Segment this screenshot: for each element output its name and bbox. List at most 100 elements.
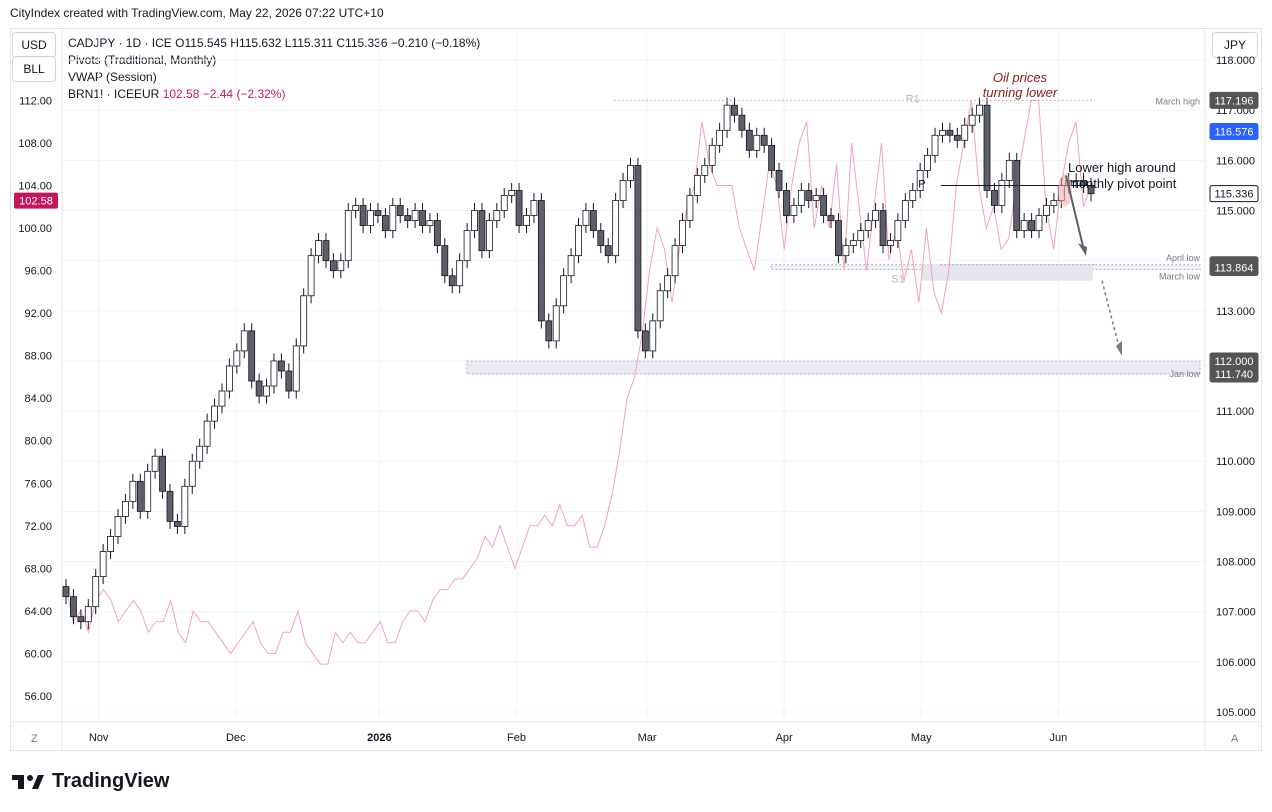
candle-body [188, 460, 196, 487]
candle-body [901, 200, 909, 221]
candle-body [478, 210, 486, 252]
chart-frame [10, 28, 1262, 751]
candle-body [939, 129, 946, 136]
down-arrow-solid [1065, 175, 1085, 251]
candle-body [181, 485, 189, 527]
candle-body [1020, 220, 1028, 231]
candle-body [84, 606, 92, 623]
currency-usd-button[interactable]: USD [12, 32, 56, 58]
bll-scale-button[interactable]: BLL [12, 56, 56, 82]
right-axis-tick: 115.000 [1216, 206, 1255, 218]
candle-body [664, 275, 672, 292]
down-arrow-dashed-head [1116, 340, 1122, 356]
candle-body [701, 164, 709, 176]
candle-body [731, 104, 738, 116]
right-axis-tick: 111.000 [1216, 406, 1254, 418]
candle-body [716, 129, 724, 146]
candle-body [612, 200, 620, 257]
candle-body [367, 210, 374, 226]
candle-body [560, 275, 568, 307]
left-axis-tick: 108.00 [18, 138, 52, 150]
left-axis-tick: 104.00 [18, 180, 52, 192]
currency-jpy-button[interactable]: JPY [1212, 32, 1258, 58]
candle-body [708, 144, 716, 166]
candle-body [842, 245, 850, 257]
left-axis-tick: 68.00 [24, 563, 52, 575]
oil-annotation-line1: Oil prices [993, 70, 1048, 85]
left-axis-tick: 60.00 [24, 648, 52, 660]
candle-body [277, 360, 285, 372]
left-axis-tick: 64.00 [24, 606, 52, 618]
pivot-annotation-line2: monthly pivot point [1068, 176, 1177, 191]
candle-body [924, 154, 931, 171]
candle-body [419, 210, 426, 226]
march-high-label: March high [1155, 96, 1200, 106]
price-badge-text: 112.000 [1215, 356, 1254, 368]
left-axis-tick: 100.00 [18, 223, 52, 235]
candle-body [218, 390, 226, 407]
candle-body [768, 144, 776, 171]
candle-body [790, 205, 798, 216]
candle-body [471, 210, 478, 231]
timezone-toggle[interactable]: Z [31, 733, 38, 745]
time-axis-label: Apr [776, 732, 793, 744]
candle-body [381, 215, 389, 231]
candle-body [240, 330, 248, 352]
candle-body [448, 275, 456, 287]
candle-body [783, 190, 790, 216]
candle-body [337, 260, 345, 272]
candle-body [857, 230, 865, 242]
down-arrow-solid-head [1078, 243, 1087, 256]
s1-label: S1 [891, 274, 904, 286]
candle-body [797, 190, 805, 206]
time-axis-label: Feb [507, 732, 526, 744]
price-badge [1209, 185, 1259, 203]
candle-body [292, 345, 300, 392]
candle-body [374, 210, 382, 216]
candle-body [166, 490, 174, 522]
left-axis-tick: 84.00 [24, 393, 52, 405]
candle-body [649, 320, 657, 352]
candle-body [426, 220, 434, 226]
legend-symbol-line[interactable]: CADJPY · 1D · ICE O115.545 H115.632 L115… [68, 36, 481, 50]
right-axis-tick: 113.000 [1216, 306, 1255, 318]
candle-body [211, 405, 218, 422]
candle-body [693, 175, 701, 196]
candle-body [976, 104, 983, 116]
candle-body [835, 220, 842, 257]
legend-brent-value: 102.58 −2.44 (−2.32%) [162, 87, 286, 101]
left-axis-tick: 56.00 [24, 691, 52, 703]
time-axis-label: Dec [226, 732, 246, 744]
candle-body [879, 210, 887, 247]
right-axis-tick: 109.000 [1216, 506, 1256, 518]
pivot-label: P [918, 178, 925, 190]
candle-body [961, 124, 969, 141]
right-axis-tick: 118.000 [1216, 55, 1255, 67]
candle-body [411, 210, 419, 221]
candle-body [991, 190, 998, 206]
candle-body [70, 596, 77, 618]
candle-body [745, 129, 753, 151]
candle-body [114, 516, 122, 537]
candle-body [1043, 205, 1050, 216]
candle-body [931, 134, 939, 156]
candle-body [300, 295, 308, 347]
right-axis-tick: 108.000 [1216, 557, 1256, 569]
candle-body [723, 104, 731, 131]
left-axis-tick: 72.00 [24, 521, 52, 533]
brent-badge [14, 192, 58, 209]
candle-body [307, 255, 315, 297]
candle-body [582, 210, 590, 226]
legend-vwap-line[interactable]: VWAP (Session) [68, 70, 157, 84]
right-axis-tick: 107.000 [1216, 607, 1256, 619]
candle-body [872, 210, 880, 221]
candle-body [805, 190, 813, 201]
price-badge [1209, 365, 1259, 383]
auto-scale-toggle[interactable]: A [1231, 733, 1239, 745]
legend-brent-line[interactable]: BRN1! · ICEEUR 102.58 −2.44 (−2.32%) [68, 86, 480, 103]
right-axis-tick: 105.000 [1216, 707, 1256, 719]
candle-body [263, 385, 270, 397]
candle-body [248, 330, 256, 382]
candle-body [322, 240, 330, 262]
